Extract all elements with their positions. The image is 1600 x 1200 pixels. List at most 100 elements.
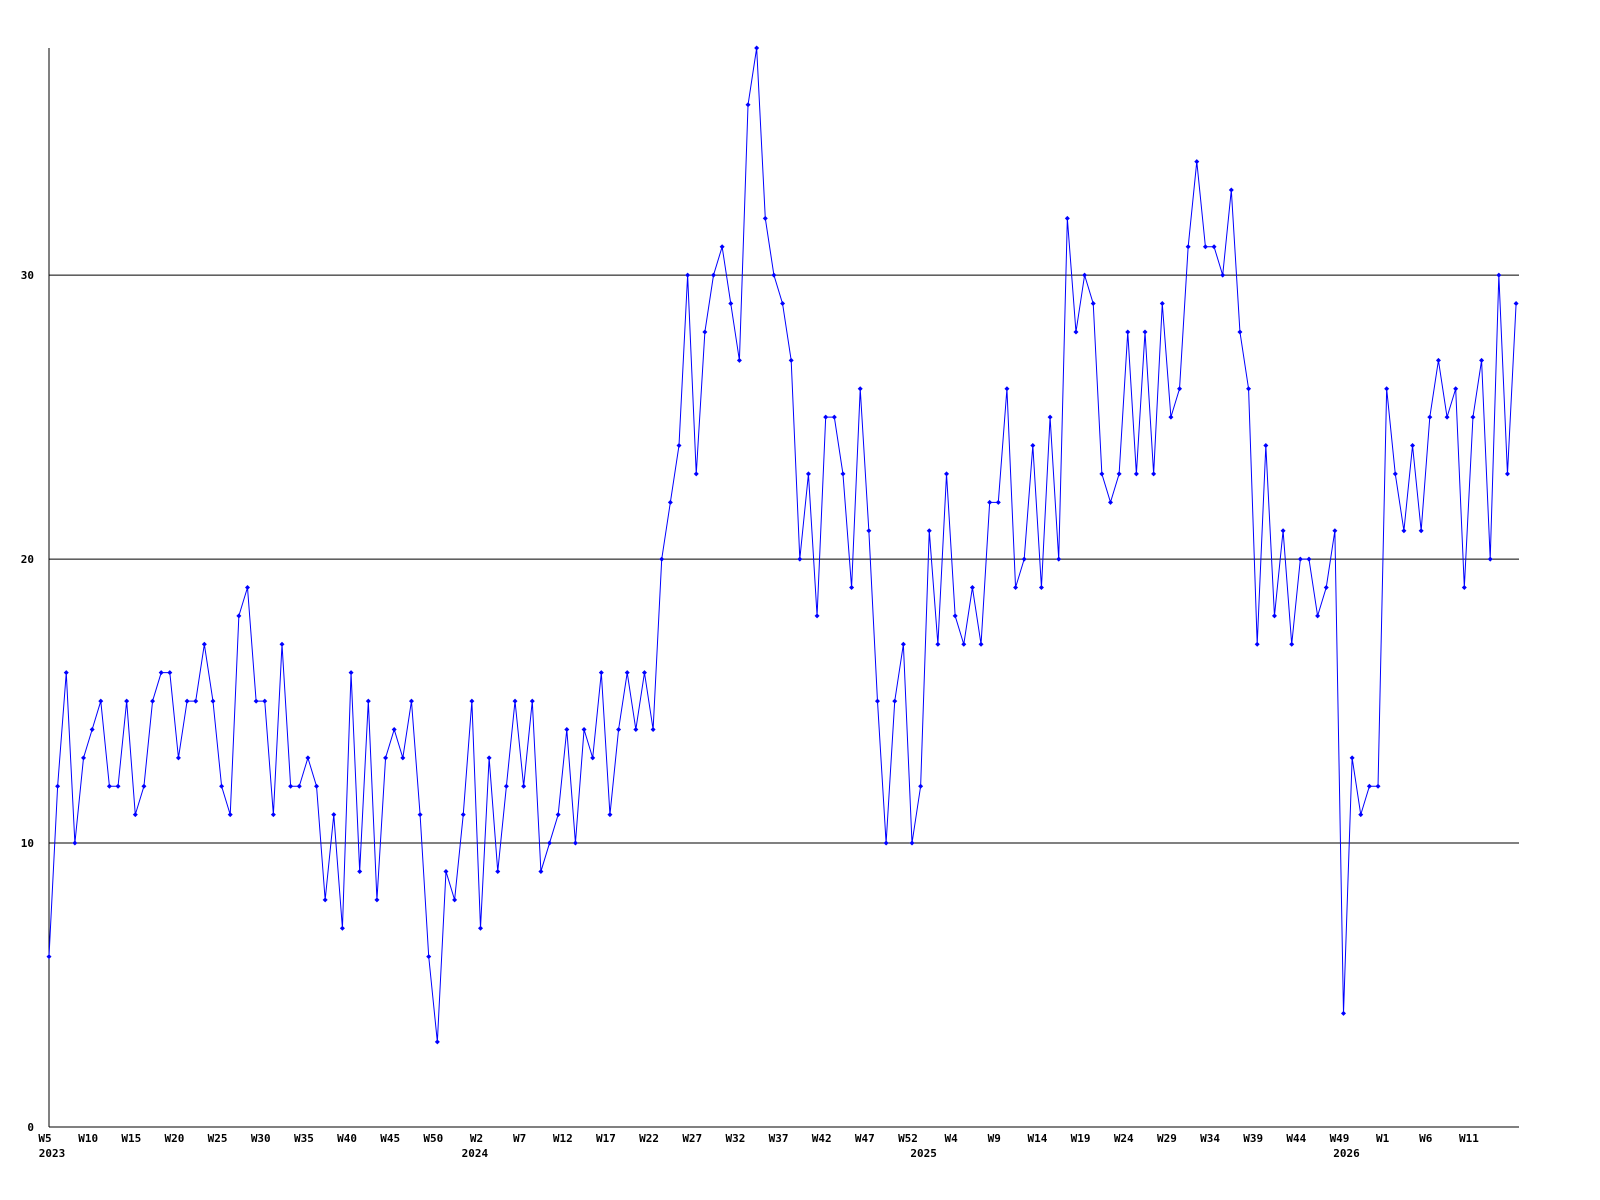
data-point <box>711 272 717 278</box>
data-point <box>1099 471 1105 477</box>
year-label: 2025 <box>910 1147 937 1160</box>
data-point <box>736 357 742 363</box>
x-tick-label: W10 <box>78 1132 98 1145</box>
data-point <box>685 272 691 278</box>
x-tick-label: W52 <box>898 1132 918 1145</box>
x-tick-label: W37 <box>769 1132 789 1145</box>
data-point <box>1496 272 1502 278</box>
data-point <box>823 414 829 420</box>
data-point <box>1142 329 1148 335</box>
data-point <box>935 641 941 647</box>
data-point <box>1349 755 1355 761</box>
data-point <box>590 755 596 761</box>
data-point <box>322 897 328 903</box>
x-tick-label: W30 <box>251 1132 271 1145</box>
data-point <box>1461 585 1467 590</box>
data-point <box>357 868 363 874</box>
data-point <box>1366 783 1372 789</box>
data-line <box>48 47 1517 1042</box>
data-point <box>1013 585 1019 590</box>
data-point <box>1504 471 1510 477</box>
data-point <box>788 357 794 363</box>
data-point <box>961 641 967 647</box>
data-point <box>780 301 786 307</box>
data-point <box>1410 443 1416 449</box>
data-point <box>175 755 181 761</box>
data-point <box>745 102 751 108</box>
data-point <box>270 812 276 818</box>
x-tick-label: W11 <box>1459 1132 1479 1145</box>
data-point <box>46 954 52 960</box>
data-point <box>1064 215 1070 221</box>
data-point <box>1185 244 1191 250</box>
year-label: 2023 <box>39 1147 66 1160</box>
data-point <box>840 471 846 477</box>
data-point <box>771 272 777 278</box>
data-point <box>598 670 604 676</box>
data-point <box>1435 357 1441 363</box>
data-point <box>572 840 578 846</box>
data-point <box>495 868 501 874</box>
data-point <box>693 471 699 477</box>
x-tick-label: W40 <box>337 1132 357 1145</box>
data-point <box>348 670 354 676</box>
x-tick-label: W27 <box>682 1132 702 1145</box>
x-tick-label: W20 <box>165 1132 185 1145</box>
x-tick-label: W6 <box>1419 1132 1433 1145</box>
data-point <box>434 1039 440 1045</box>
x-tick-label: W49 <box>1330 1132 1350 1145</box>
data-point <box>538 868 544 874</box>
data-point <box>98 698 104 704</box>
x-tick-label: W15 <box>121 1132 141 1145</box>
data-point <box>529 698 535 704</box>
data-point <box>1315 613 1321 619</box>
x-tick-label: W2 <box>470 1132 483 1145</box>
data-point <box>1056 556 1062 562</box>
data-point <box>201 641 207 647</box>
data-point <box>314 783 320 789</box>
x-tick-label: W19 <box>1071 1132 1091 1145</box>
data-point <box>503 783 509 789</box>
data-point <box>1297 556 1303 562</box>
data-point <box>1168 414 1174 420</box>
data-point <box>1384 386 1390 392</box>
data-point <box>1375 783 1381 789</box>
data-point <box>866 528 872 534</box>
data-point <box>1323 585 1329 590</box>
x-tick-label: W45 <box>380 1132 400 1145</box>
data-point <box>279 641 285 647</box>
data-point <box>1332 528 1338 534</box>
x-tick-label: W29 <box>1157 1132 1177 1145</box>
data-point <box>124 698 130 704</box>
data-point <box>365 698 371 704</box>
data-point <box>106 783 112 789</box>
x-tick-label: W5 <box>38 1132 51 1145</box>
data-point <box>944 471 950 477</box>
year-label: 2024 <box>462 1147 489 1160</box>
data-point <box>607 812 613 818</box>
y-tick-label: 20 <box>21 553 34 566</box>
data-point <box>555 812 561 818</box>
data-point <box>1444 414 1450 420</box>
data-point <box>383 755 389 761</box>
x-tick-label: W14 <box>1028 1132 1048 1145</box>
data-point <box>391 726 397 732</box>
data-point <box>1418 528 1424 534</box>
data-point <box>909 840 915 846</box>
data-point <box>1047 414 1053 420</box>
data-point <box>969 585 975 590</box>
x-tick-label: W35 <box>294 1132 314 1145</box>
data-point <box>115 783 121 789</box>
x-tick-label: W42 <box>812 1132 832 1145</box>
data-point <box>857 386 863 392</box>
data-point <box>158 670 164 676</box>
data-point <box>883 840 889 846</box>
data-point <box>236 613 242 619</box>
data-point <box>219 783 225 789</box>
data-point <box>1082 272 1088 278</box>
data-point <box>1254 641 1260 647</box>
data-point <box>1358 812 1364 818</box>
data-point <box>1004 386 1010 392</box>
data-point <box>641 670 647 676</box>
